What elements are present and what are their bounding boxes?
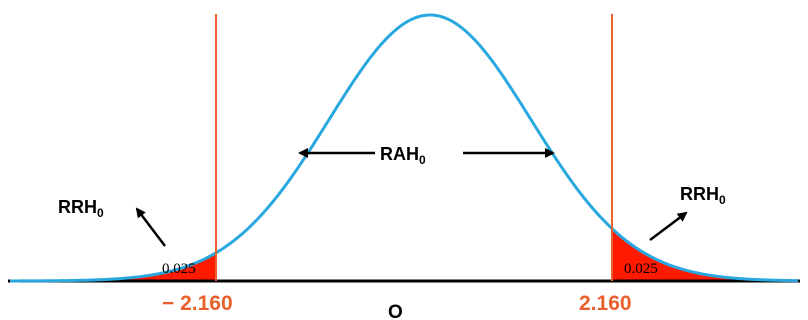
tail-area-left: 0.025 [162,261,196,277]
critical-value-right: 2.160 [579,292,632,315]
bell-curve [10,13,799,283]
rejection-label-right: RRH0 [680,184,726,207]
acceptance-region-label: RAH0 [380,144,426,167]
tail-area-right: 0.025 [624,261,658,277]
rejection-arrow-right [649,211,688,241]
right-rejection-region [612,228,798,281]
critical-value-left: − 2.160 [162,292,233,315]
center-label: O [388,302,403,320]
rejection-label-left: RRH0 [58,197,104,220]
rejection-arrow-left [135,207,166,247]
